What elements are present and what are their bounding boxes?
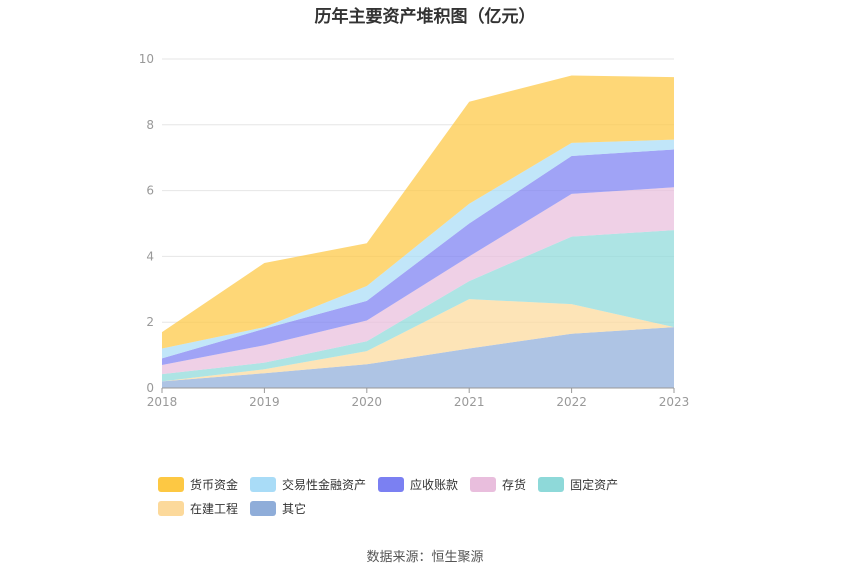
y-tick-label: 10: [139, 52, 154, 66]
legend-item[interactable]: 存货: [470, 472, 526, 496]
legend-item[interactable]: 在建工程: [158, 496, 238, 520]
area-series-5: [162, 139, 674, 359]
area-series-3: [162, 187, 674, 375]
area-series-4: [162, 149, 674, 365]
legend-label: 其它: [282, 501, 307, 516]
legend-swatch: [158, 500, 184, 516]
legend-label: 货币资金: [190, 477, 239, 492]
area-series-0: [162, 327, 674, 388]
chart-legend: 货币资金 交易性金融资产 应收账款 存货 固定资产在建工程 其它: [158, 472, 718, 520]
x-tick-label: 2018: [147, 395, 178, 409]
legend-item[interactable]: 其它: [250, 496, 306, 520]
y-tick-label: 2: [146, 315, 154, 329]
x-tick-label: 2022: [556, 395, 587, 409]
area-series-2: [162, 230, 674, 382]
chart-title: 历年主要资产堆积图（亿元）: [314, 7, 536, 27]
legend-label: 存货: [502, 477, 527, 492]
legend-swatch: [378, 476, 405, 492]
legend-swatch: [250, 476, 277, 492]
x-tick-label: 2019: [249, 395, 280, 409]
y-tick-label: 4: [146, 249, 154, 263]
y-tick-label: 0: [146, 381, 154, 395]
stacked-area-chart: 0 2 4 6 8 10 2018 2019 2020 2021 2022 2023: [139, 52, 690, 409]
area-series-6: [162, 75, 674, 349]
y-tick-label: 6: [146, 184, 154, 198]
legend-label: 应收账款: [410, 477, 459, 492]
legend-item[interactable]: 交易性金融资产: [250, 472, 366, 496]
legend-item[interactable]: 固定资产: [538, 472, 618, 496]
legend-swatch: [470, 476, 497, 492]
legend-label: 在建工程: [190, 501, 239, 516]
legend-item[interactable]: 应收账款: [378, 472, 458, 496]
legend-label: 固定资产: [570, 477, 619, 492]
legend-label: 交易性金融资产: [282, 477, 367, 492]
legend-swatch: [538, 476, 565, 492]
legend-swatch: [250, 500, 277, 516]
x-tick-label: 2023: [659, 395, 690, 409]
data-source: 数据来源：恒生聚源: [366, 550, 484, 565]
y-tick-label: 8: [146, 118, 154, 132]
legend-swatch: [158, 476, 184, 492]
legend-item[interactable]: 货币资金: [158, 472, 238, 496]
x-tick-label: 2020: [352, 395, 383, 409]
area-series-1: [162, 299, 674, 382]
x-tick-label: 2021: [454, 395, 485, 409]
